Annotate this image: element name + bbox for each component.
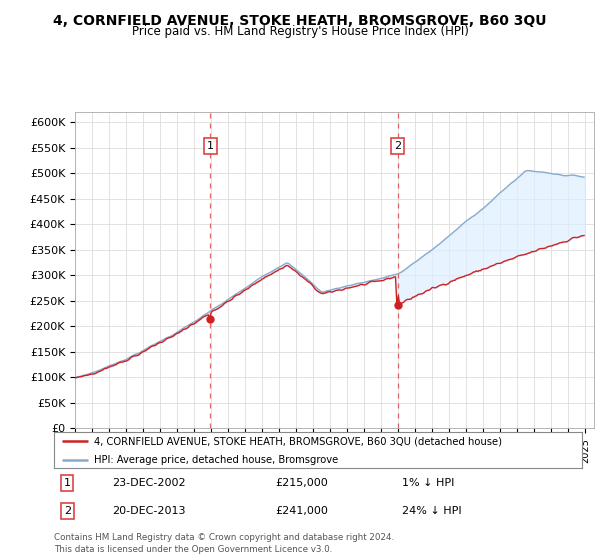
Text: Contains HM Land Registry data © Crown copyright and database right 2024.
This d: Contains HM Land Registry data © Crown c… [54,533,394,554]
Text: HPI: Average price, detached house, Bromsgrove: HPI: Average price, detached house, Brom… [94,455,338,465]
Text: 1% ↓ HPI: 1% ↓ HPI [403,478,455,488]
Text: 2: 2 [64,506,71,516]
Text: £241,000: £241,000 [276,506,329,516]
Text: 20-DEC-2013: 20-DEC-2013 [112,506,185,516]
Text: 2: 2 [394,141,401,151]
Text: £215,000: £215,000 [276,478,329,488]
Text: 4, CORNFIELD AVENUE, STOKE HEATH, BROMSGROVE, B60 3QU: 4, CORNFIELD AVENUE, STOKE HEATH, BROMSG… [53,14,547,28]
Text: 24% ↓ HPI: 24% ↓ HPI [403,506,462,516]
Text: 1: 1 [64,478,71,488]
Text: 1: 1 [207,141,214,151]
Text: Price paid vs. HM Land Registry's House Price Index (HPI): Price paid vs. HM Land Registry's House … [131,25,469,38]
Text: 4, CORNFIELD AVENUE, STOKE HEATH, BROMSGROVE, B60 3QU (detached house): 4, CORNFIELD AVENUE, STOKE HEATH, BROMSG… [94,436,502,446]
Text: 23-DEC-2002: 23-DEC-2002 [112,478,186,488]
